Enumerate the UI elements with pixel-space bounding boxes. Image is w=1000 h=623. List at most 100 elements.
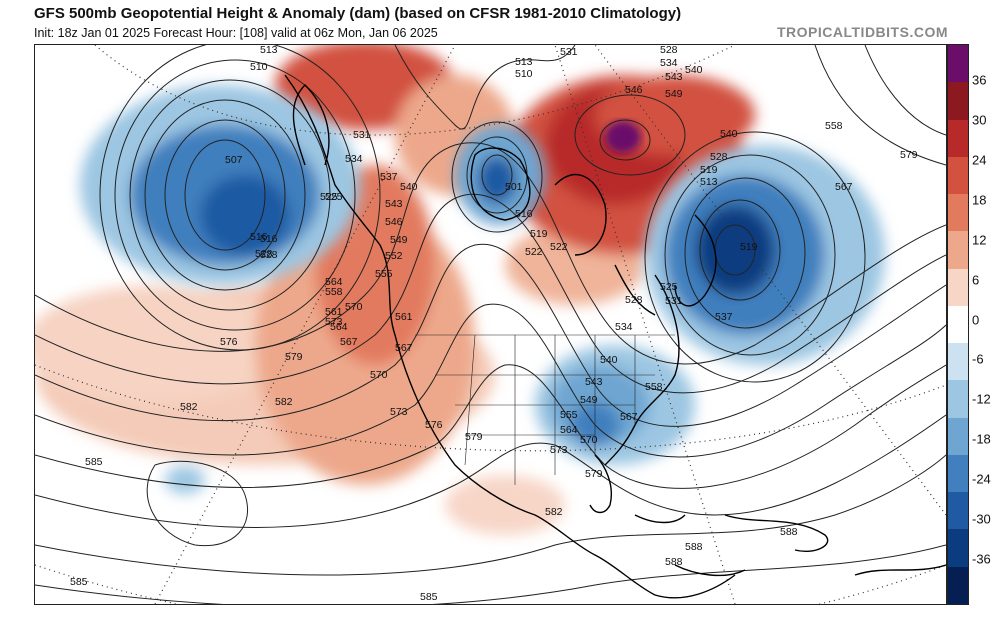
chart-subtitle: Init: 18z Jan 01 2025 Forecast Hour: [10…: [34, 26, 438, 40]
colorbar-segment: [948, 380, 968, 419]
contour-label: 537: [715, 311, 733, 323]
colorbar-segment: [948, 268, 968, 307]
contour-label: 555: [375, 268, 393, 280]
colorbar-tick-label: 6: [972, 272, 980, 288]
colorbar-tick-label: 36: [972, 72, 987, 88]
colorbar-segment: [948, 566, 968, 605]
contour-label: 540: [685, 64, 703, 76]
colorbar-tick-label: 12: [972, 232, 987, 248]
colorbar-segment: [948, 231, 968, 270]
contour-label: 585: [85, 456, 103, 468]
contour-label: 543: [385, 198, 403, 210]
contour-label: 579: [900, 149, 918, 161]
contour-label: 588: [665, 556, 683, 568]
contour-label: 525: [660, 281, 678, 293]
contour-label: 585: [70, 576, 88, 588]
colorbar-segment: [948, 417, 968, 456]
coastline-layer: [284, 74, 946, 599]
colorbar-segment: [948, 529, 968, 568]
contour-label: 573: [550, 444, 568, 456]
colorbar-segment: [948, 454, 968, 493]
contour-label: 528: [260, 249, 278, 261]
colorbar-tick-label: -18: [972, 431, 991, 447]
contour-label: 564: [330, 321, 348, 333]
map-panel: 513 510 507 516 528 525 531 534 537 540 543 546 549 5…: [34, 44, 947, 605]
contour-label: 546: [625, 84, 643, 96]
contour-label: 576: [425, 419, 443, 431]
colorbar-tick-label: 0: [972, 312, 980, 327]
contour-label: 546: [385, 216, 403, 228]
contour-label: 582: [545, 506, 563, 518]
contour-label: 585: [420, 591, 438, 603]
colorbar-segment: [948, 119, 968, 158]
colorbar-tick-label: -36: [972, 551, 991, 567]
contour-label: 540: [720, 128, 738, 140]
contour-label: 579: [585, 468, 603, 480]
contour-layer: [35, 45, 946, 604]
colorbar-tick-label: -24: [972, 471, 991, 487]
contour-label: 528: [660, 45, 678, 56]
contour-label: 540: [400, 181, 418, 193]
graticule-layer: [35, 45, 946, 604]
contour-label: 525: [325, 191, 343, 203]
contour-label: 579: [285, 351, 303, 363]
contour-label: 543: [665, 71, 683, 83]
contour-label: 543: [585, 376, 603, 388]
colorbar-segment: [948, 82, 968, 121]
contour-label: 588: [780, 526, 798, 538]
contour-label: 558: [325, 286, 343, 298]
map-canvas: 5135105075165285255315345375405435465495…: [35, 45, 946, 604]
colorbar-segment: [948, 343, 968, 381]
chart-title: GFS 500mb Geopotential Height & Anomaly …: [34, 5, 682, 22]
colorbar-tick-label: 18: [972, 192, 987, 208]
colorbar-tick-label: 24: [972, 152, 987, 168]
brand-watermark: TROPICALTIDBITS.COM: [776, 24, 948, 40]
contour-label: 519: [700, 164, 718, 176]
contour-label: 576: [220, 336, 238, 348]
contour-label: 552: [385, 250, 403, 262]
contour-label: 570: [345, 301, 363, 313]
contour-label: 567: [395, 342, 413, 354]
contour-label: 555: [560, 409, 578, 421]
contour-label: 513: [260, 45, 278, 56]
contour-label: 567: [620, 411, 638, 423]
contour-label: 567: [340, 336, 358, 348]
contour-label: 558: [645, 381, 663, 393]
contour-label: 528: [255, 248, 273, 260]
contour-label: 522: [550, 241, 568, 253]
contour-label: 531: [665, 295, 683, 307]
contour-label: 501: [505, 181, 523, 193]
contour-label: 513: [515, 56, 533, 68]
contour-label: 540: [600, 354, 618, 366]
contour-label: 534: [615, 321, 633, 333]
contour-label: 507: [225, 154, 243, 166]
contour-label: 537: [380, 171, 398, 183]
contour-label: 573: [390, 406, 408, 418]
contour-label: 531: [560, 46, 578, 58]
contour-label: 549: [390, 234, 408, 246]
contour-label: 558: [825, 120, 843, 132]
contour-label: 561: [325, 306, 343, 318]
contour-label: 516: [250, 231, 268, 243]
contour-label: 564: [325, 276, 343, 288]
contour-label: 570: [580, 434, 598, 446]
state-border-layer: [415, 334, 675, 485]
contour-label: 516: [515, 208, 533, 220]
colorbar: [947, 44, 969, 605]
anomaly-fill-layer: [35, 45, 885, 535]
contour-label: 564: [560, 424, 578, 436]
colorbar-segment: [948, 194, 968, 232]
colorbar-tick-label: -12: [972, 391, 991, 407]
colorbar-tick-label: 30: [972, 112, 987, 128]
contour-label: 582: [275, 396, 293, 408]
contour-label: 588: [685, 541, 703, 553]
contour-label: 510: [515, 68, 533, 80]
contour-label: 567: [835, 181, 853, 193]
contour-label: 582: [180, 401, 198, 413]
contour-label: 519: [740, 241, 758, 253]
contour-label: 534: [345, 153, 363, 165]
contour-label: 528: [625, 294, 643, 306]
contour-label: 531: [353, 129, 371, 141]
colorbar-segment: [948, 305, 968, 344]
colorbar-segment: [948, 156, 968, 195]
